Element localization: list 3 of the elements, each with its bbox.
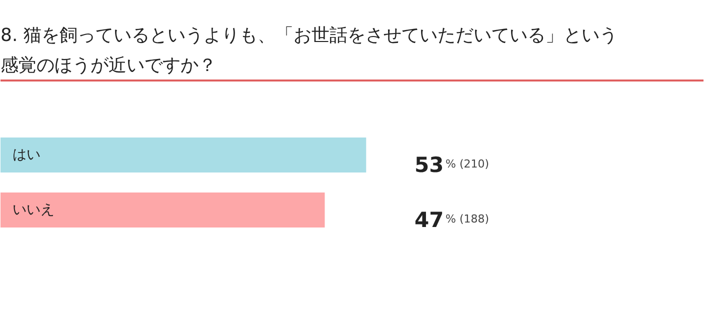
- chart-title: 8. 猫を飼っているというよりも、「お世話をさせていただいている」という感覚のほうが近いですか？: [0, 25, 618, 76]
- y-tick-label: はい: [12, 147, 40, 163]
- y-tick-label: いいえ: [12, 202, 54, 218]
